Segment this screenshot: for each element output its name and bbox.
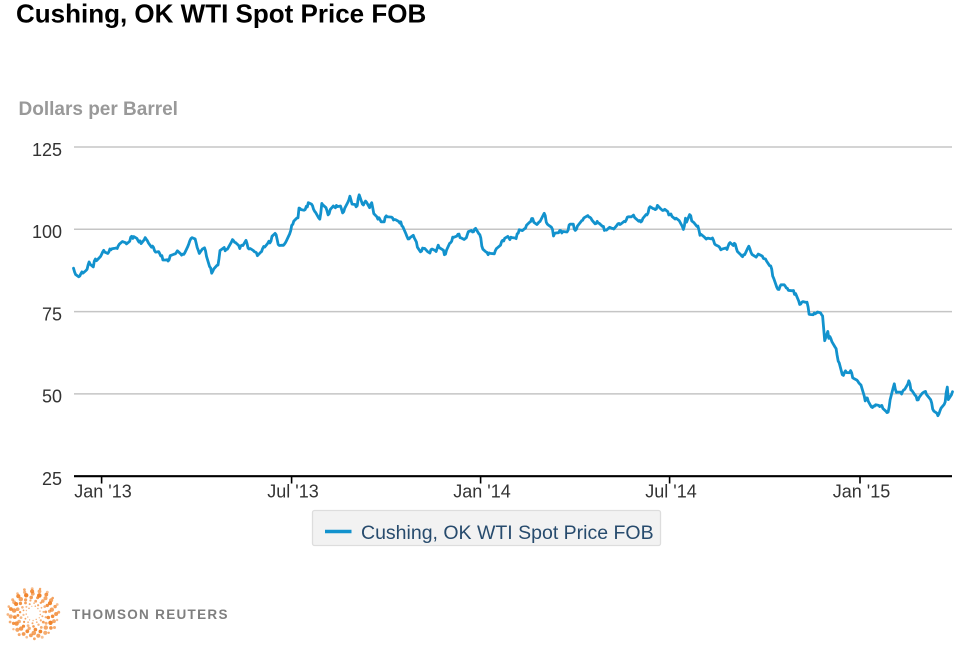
svg-text:25: 25 — [42, 469, 62, 489]
svg-text:Jan '15: Jan '15 — [833, 482, 890, 502]
svg-text:Jan '13: Jan '13 — [74, 482, 131, 502]
svg-text:75: 75 — [42, 304, 62, 324]
svg-text:Jul '14: Jul '14 — [645, 482, 696, 502]
svg-text:THOMSON REUTERS: THOMSON REUTERS — [72, 607, 229, 622]
svg-text:Cushing, OK WTI Spot Price FOB: Cushing, OK WTI Spot Price FOB — [16, 0, 426, 29]
svg-text:Jul '13: Jul '13 — [267, 482, 318, 502]
svg-text:125: 125 — [32, 140, 62, 160]
svg-text:Cushing, OK WTI Spot Price FOB: Cushing, OK WTI Spot Price FOB — [361, 522, 654, 544]
svg-text:100: 100 — [32, 222, 62, 242]
svg-text:Dollars per Barrel: Dollars per Barrel — [19, 99, 178, 120]
svg-text:Jan '14: Jan '14 — [453, 482, 510, 502]
svg-text:50: 50 — [42, 387, 62, 407]
